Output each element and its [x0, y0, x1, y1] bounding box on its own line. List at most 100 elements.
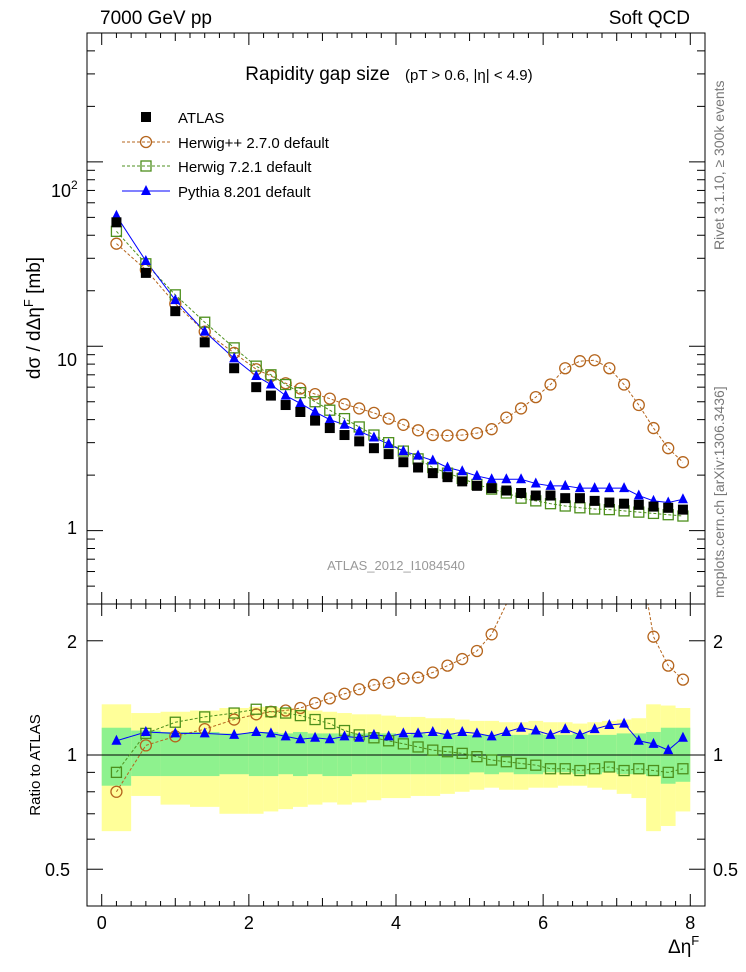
main-open-square-point [250, 360, 262, 372]
inner-band-bin [366, 733, 382, 775]
legend-marker [141, 185, 151, 195]
ratio-open-square-point [530, 759, 542, 771]
ratio-filled-triangle-point [265, 727, 276, 738]
ratio-open-circle-line [116, 604, 684, 793]
main-filled-triangle-point [251, 369, 262, 380]
main-filled-triangle-point [280, 389, 291, 400]
main-open-circle-line [116, 243, 684, 463]
x-axis-label: ΔηF [668, 933, 699, 958]
main-filled-triangle-point [398, 445, 409, 456]
ratio-filled-triangle-point [589, 723, 600, 734]
ratio-open-square-point [169, 716, 181, 728]
main-filled-square-point [354, 436, 365, 447]
main-filled-square-point [471, 480, 482, 491]
ratio-open-square-point [250, 703, 262, 715]
main-open-circle-point [544, 378, 557, 391]
ratio-open-circle-point [456, 652, 469, 666]
ratio-open-circle-point [426, 666, 439, 679]
ratio-open-square-point [279, 707, 292, 719]
ratio-filled-triangle-point [574, 728, 585, 739]
main-open-circle-point [617, 378, 631, 391]
inner-band-bin [263, 731, 279, 777]
ratio-filled-triangle-point [295, 733, 306, 744]
main-open-circle-point [559, 362, 572, 375]
main-open-circle-point [323, 392, 336, 405]
ratio-open-square-point [427, 744, 439, 756]
ratio-filled-triangle-point [501, 725, 512, 736]
ratio-open-circle-point [485, 628, 498, 641]
main-filled-triangle-point [427, 454, 438, 465]
main-filled-triangle-point [324, 413, 335, 424]
main-filled-square-point [427, 468, 438, 479]
main-filled-triangle-point [383, 438, 394, 449]
main-open-circle-point [647, 421, 660, 435]
ratio-filled-triangle-point [229, 728, 240, 739]
main-open-circle-point [588, 354, 601, 367]
main-filled-square-point [383, 449, 394, 460]
inner-band-bin [543, 734, 558, 773]
ratio-open-square-point [677, 763, 689, 775]
main-open-circle-point [456, 428, 469, 442]
ratio-y-tick-label-2-right: 2 [713, 632, 723, 652]
legend-marker [141, 112, 151, 122]
main-filled-square-point [280, 400, 291, 411]
inner-band-bin [528, 733, 544, 775]
main-filled-triangle-point [457, 465, 468, 476]
header-right: Soft QCD [609, 8, 690, 29]
inner-band-bin [602, 734, 617, 773]
ratio-filled-triangle-point [545, 728, 556, 739]
ratio-open-square-point [471, 751, 483, 763]
inner-band-bin [469, 734, 485, 773]
main-filled-square-point [516, 487, 527, 498]
main-open-circle-point [353, 402, 366, 415]
main-filled-triangle-point [471, 469, 482, 480]
ratio-open-square-point [500, 756, 513, 768]
main-filled-triangle-point [229, 352, 240, 363]
main-filled-square-point [229, 363, 240, 374]
main-filled-square-point [339, 430, 350, 441]
ratio-open-circle-point [441, 659, 454, 672]
main-filled-triangle-point [140, 254, 151, 265]
ratio-filled-triangle-point [442, 728, 453, 739]
x-tick-label: 0 [97, 913, 107, 933]
main-filled-square-point [545, 490, 556, 501]
ratio-open-square-point [588, 763, 601, 775]
main-filled-triangle-point [199, 325, 210, 336]
ratio-filled-triangle-point [663, 744, 674, 755]
main-open-circle-point [662, 442, 675, 455]
ratio-open-circle-point [323, 692, 336, 705]
x-tick-label: 6 [538, 913, 548, 933]
main-filled-triangle-point [560, 479, 571, 490]
main-filled-square-point [589, 495, 600, 506]
main-filled-square-point [111, 217, 122, 228]
y-axis-label: dσ / dΔηF [mb] [21, 257, 45, 379]
legend-symbols [122, 112, 170, 195]
main-filled-square-point [251, 382, 262, 393]
main-filled-square-point [199, 337, 210, 348]
ratio-open-square-point [485, 754, 498, 766]
ratio-filled-triangle-point [354, 731, 365, 742]
main-filled-triangle-point [633, 489, 644, 500]
ratio-open-square-point [441, 746, 454, 758]
ratio-filled-triangle-point [677, 731, 688, 742]
ratio-open-square-point [324, 717, 336, 730]
axis-ticks [86, 32, 706, 907]
ratio-filled-triangle-point [619, 717, 630, 728]
ratio-filled-triangle-point [383, 730, 394, 741]
ratio-open-square-point [456, 747, 468, 760]
main-filled-triangle-point [265, 378, 276, 389]
main-filled-triangle-point [501, 473, 512, 484]
main-filled-triangle-point [486, 473, 497, 484]
x-tick-label: 8 [685, 913, 695, 933]
ratio-filled-triangle-point [251, 725, 262, 736]
ratio-filled-triangle-point [486, 730, 497, 741]
main-open-circle-point [441, 429, 454, 442]
main-open-circle-point [426, 428, 439, 442]
main-filled-square-point [530, 490, 541, 501]
main-filled-triangle-point [170, 294, 181, 305]
inner-band-bin [219, 733, 249, 775]
main-open-circle-point [411, 424, 425, 437]
legend: ATLAS Herwig++ 2.7.0 default Herwig 7.2.… [122, 110, 330, 201]
main-filled-triangle-point [295, 397, 306, 408]
